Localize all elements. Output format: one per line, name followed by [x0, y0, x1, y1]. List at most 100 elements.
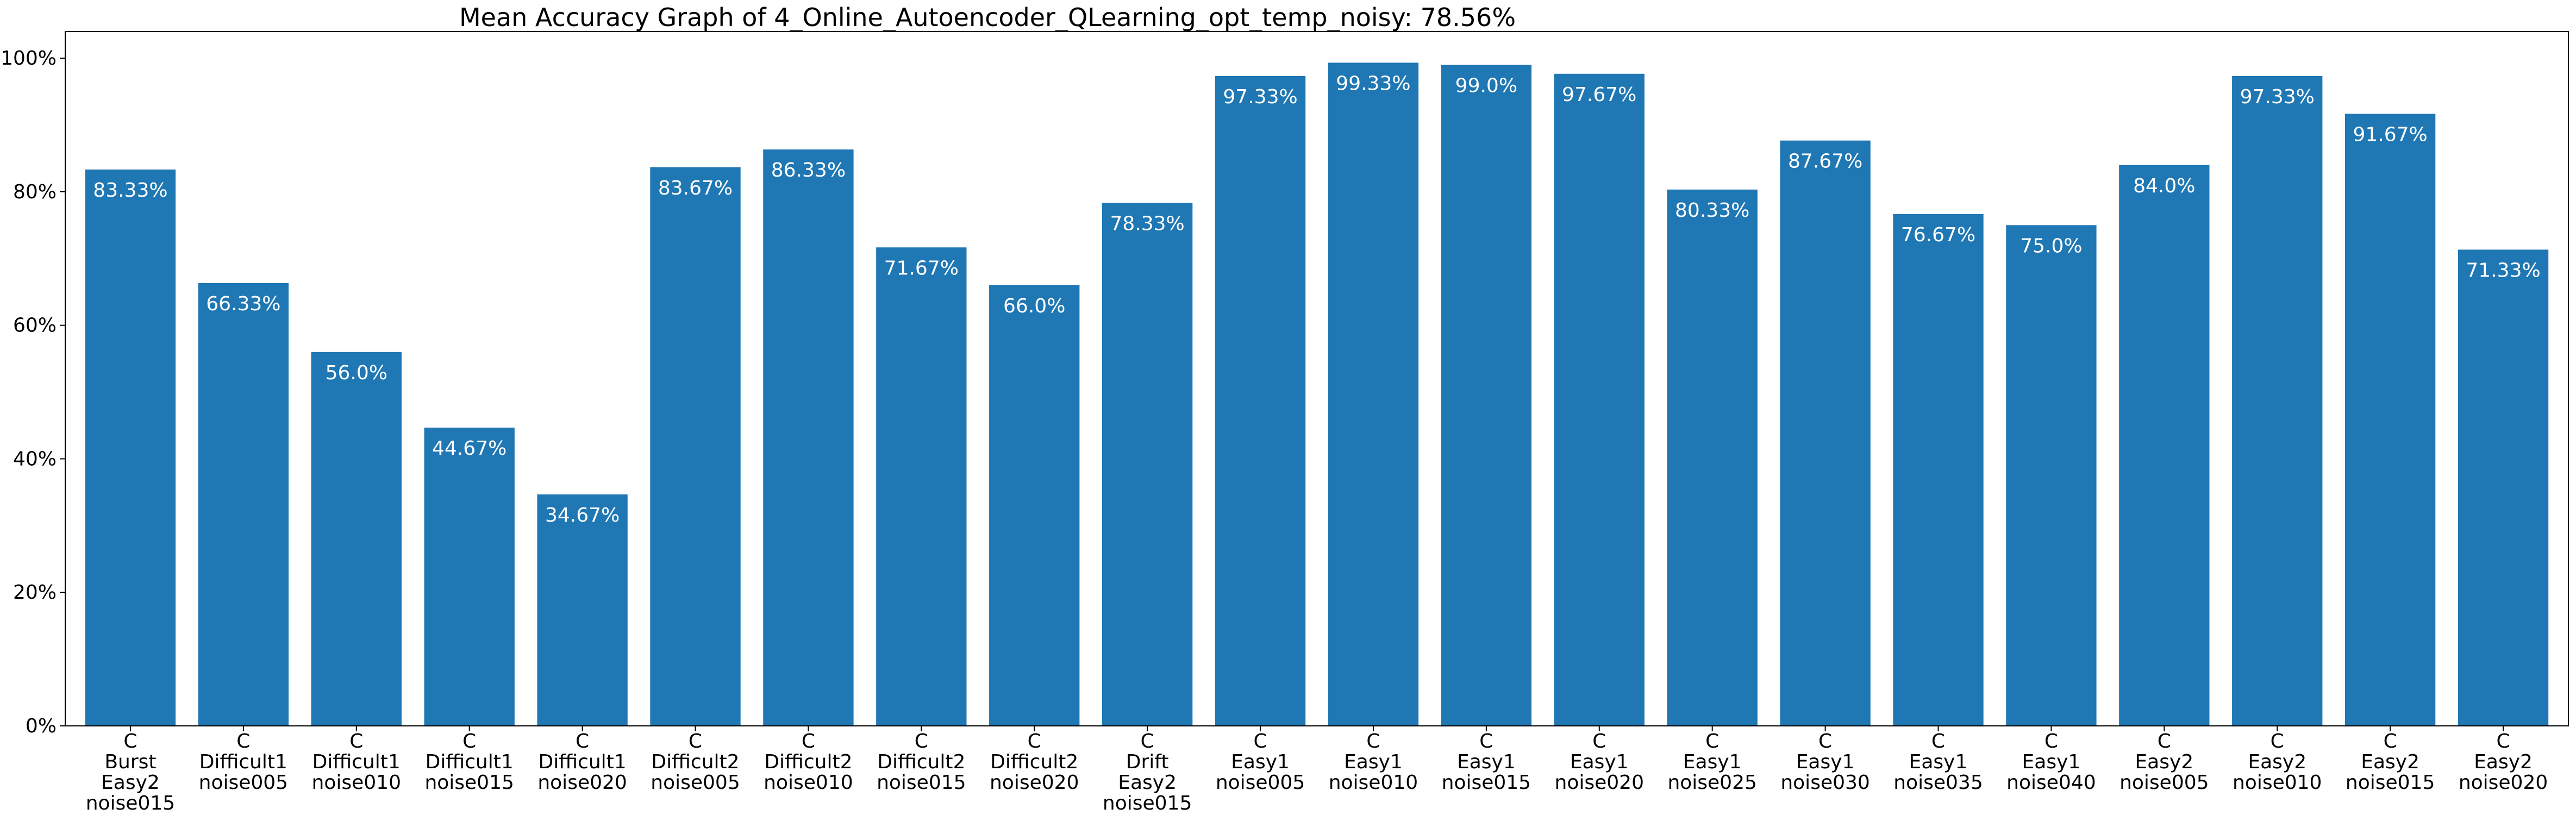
bar-value-label: 97.67% [1562, 84, 1636, 106]
x-tick-label: C Easy1 noise005 [1216, 730, 1305, 794]
x-tick-label: C Easy2 noise010 [2233, 730, 2322, 794]
x-tick-label: C Difficult2 noise020 [990, 730, 1079, 794]
bar-value-label: 71.33% [2466, 259, 2540, 281]
bar [2458, 249, 2549, 726]
x-tick-label: C Difficult1 noise020 [537, 730, 627, 794]
x-tick-label-line: noise015 [2346, 772, 2435, 794]
x-tick-label-line: C [1028, 730, 1041, 753]
x-tick-label-line: Easy1 [1457, 751, 1516, 773]
x-tick-label: C Easy1 noise035 [1893, 730, 1983, 794]
bar-value-label: 56.0% [326, 362, 387, 384]
bar [1441, 65, 1532, 726]
x-tick-label-line: C [1705, 730, 1719, 753]
bar [311, 352, 402, 726]
x-tick-label: C Drift Easy2 noise015 [1103, 730, 1192, 814]
x-tick-label-line: Easy1 [1570, 751, 1629, 773]
x-tick-label-line: noise015 [877, 772, 966, 794]
x-tick-label-line: C [1818, 730, 1832, 753]
x-tick-label-line: C [1366, 730, 1380, 753]
x-tick-label-line: noise010 [312, 772, 401, 794]
x-tick-label: C Burst Easy2 noise015 [86, 730, 175, 814]
x-tick-label: C Easy1 noise030 [1780, 730, 1870, 794]
plot-frame [65, 31, 2569, 726]
x-tick-label-line: C [2496, 730, 2510, 753]
bar-value-label: 99.0% [1455, 74, 1517, 97]
y-tick-label: 0% [26, 715, 57, 737]
x-tick-label-line: C [2271, 730, 2284, 753]
bar [650, 167, 741, 726]
x-tick-label-line: noise005 [651, 772, 740, 794]
y-tick-label: 100% [1, 47, 57, 70]
x-tick-label-line: noise005 [199, 772, 288, 794]
x-tick-label-line: C [2384, 730, 2397, 753]
bar [85, 170, 176, 726]
x-tick-label-line: Difficult1 [426, 751, 514, 773]
x-tick-label-line: C [1253, 730, 1267, 753]
x-tick-label: C Easy1 noise020 [1555, 730, 1644, 794]
x-tick-label-line: Burst [104, 751, 156, 773]
x-tick-label-line: Easy2 [101, 772, 160, 794]
x-tick-label-line: C [349, 730, 363, 753]
data-labels-layer: 83.33% 66.33% 56.0% 44.67% 34.67% 83.67% 86.33… [93, 72, 2540, 526]
x-tick-label-line: Easy1 [1683, 751, 1742, 773]
x-tick-label-line: Easy1 [1344, 751, 1403, 773]
x-tick-label: C Easy1 noise015 [1442, 730, 1531, 794]
x-tick-label-line: Difficult2 [764, 751, 852, 773]
x-tick-label: C Difficult2 noise015 [877, 730, 966, 794]
bar-value-label: 99.33% [1336, 72, 1410, 95]
bar-value-label: 66.33% [206, 293, 280, 315]
x-tick-label-line: C [1931, 730, 1945, 753]
bar [763, 149, 854, 726]
x-tick-label: C Difficult1 noise015 [424, 730, 514, 794]
bar [1102, 203, 1193, 726]
bar [2119, 165, 2210, 726]
bar [2232, 76, 2323, 726]
x-tick-label-line: C [1479, 730, 1493, 753]
x-tick-label-line: noise040 [2006, 772, 2096, 794]
bar-value-label: 91.67% [2353, 124, 2427, 146]
x-tick-label-line: Difficult1 [199, 751, 287, 773]
bar [989, 285, 1080, 726]
y-tick-label: 80% [13, 181, 57, 203]
x-tick-label-line: Difficult2 [651, 751, 739, 773]
bar [537, 494, 628, 726]
x-tick-label-line: noise015 [1442, 772, 1531, 794]
y-tick-label: 60% [13, 315, 57, 337]
y-tick-label: 40% [13, 448, 57, 470]
x-tick-label-line: Easy1 [1231, 751, 1290, 773]
bars-layer [85, 62, 2549, 726]
x-tick-label-line: C [1592, 730, 1606, 753]
x-tick-label-line: C [915, 730, 928, 753]
bar [1215, 76, 1306, 726]
bar [1667, 189, 1758, 726]
bar-value-label: 80.33% [1675, 199, 1749, 222]
bar-value-label: 97.33% [1223, 86, 1297, 108]
x-tick-label-line: Easy1 [2022, 751, 2081, 773]
bar [1328, 62, 1419, 726]
bar-value-label: 34.67% [545, 504, 620, 526]
x-tick-label-line: Difficult2 [990, 751, 1078, 773]
bar [424, 428, 515, 726]
x-tick-label-line: noise005 [2119, 772, 2209, 794]
x-tick-label-line: Easy2 [2361, 751, 2419, 773]
y-axis: 0% 20% 40% 60% 80% 100% [1, 47, 65, 737]
x-tick-label-line: C [1141, 730, 1154, 753]
x-tick-label-line: Easy1 [1909, 751, 1968, 773]
bar-value-label: 86.33% [771, 159, 846, 181]
bar [876, 247, 967, 726]
x-tick-label-line: Easy2 [2248, 751, 2306, 773]
x-tick-label-line: noise015 [86, 792, 175, 814]
bar-value-label: 97.33% [2240, 86, 2315, 108]
x-tick-label-line: Easy2 [1118, 772, 1177, 794]
x-tick-label: C Easy1 noise040 [2006, 730, 2096, 794]
bar-value-label: 78.33% [1110, 212, 1184, 235]
x-tick-label-line: C [2044, 730, 2058, 753]
x-tick-label: C Difficult1 noise005 [199, 730, 288, 794]
x-tick-label-line: Easy2 [2474, 751, 2533, 773]
bar-value-label: 75.0% [2020, 235, 2082, 257]
bar-value-label: 87.67% [1788, 151, 1862, 173]
x-tick-label: C Easy1 noise010 [1329, 730, 1418, 794]
x-tick-label: C Easy1 noise025 [1667, 730, 1756, 794]
x-tick-label-line: C [576, 730, 589, 753]
bar-value-label: 71.67% [884, 257, 959, 279]
